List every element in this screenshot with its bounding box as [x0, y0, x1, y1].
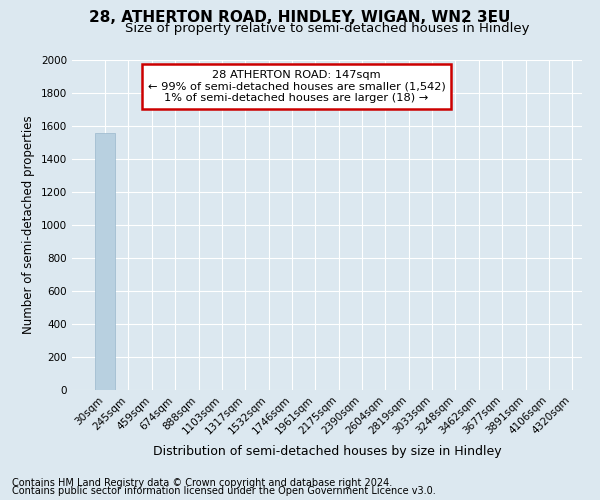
Text: 28, ATHERTON ROAD, HINDLEY, WIGAN, WN2 3EU: 28, ATHERTON ROAD, HINDLEY, WIGAN, WN2 3… [89, 10, 511, 25]
X-axis label: Distribution of semi-detached houses by size in Hindley: Distribution of semi-detached houses by … [152, 444, 502, 458]
Bar [95, 132, 115, 390]
Title: Size of property relative to semi-detached houses in Hindley: Size of property relative to semi-detach… [125, 22, 529, 35]
Text: 28 ATHERTON ROAD: 147sqm
← 99% of semi-detached houses are smaller (1,542)
1% of: 28 ATHERTON ROAD: 147sqm ← 99% of semi-d… [148, 70, 445, 103]
Text: Contains HM Land Registry data © Crown copyright and database right 2024.: Contains HM Land Registry data © Crown c… [12, 478, 392, 488]
Y-axis label: Number of semi-detached properties: Number of semi-detached properties [22, 116, 35, 334]
Text: Contains public sector information licensed under the Open Government Licence v3: Contains public sector information licen… [12, 486, 436, 496]
